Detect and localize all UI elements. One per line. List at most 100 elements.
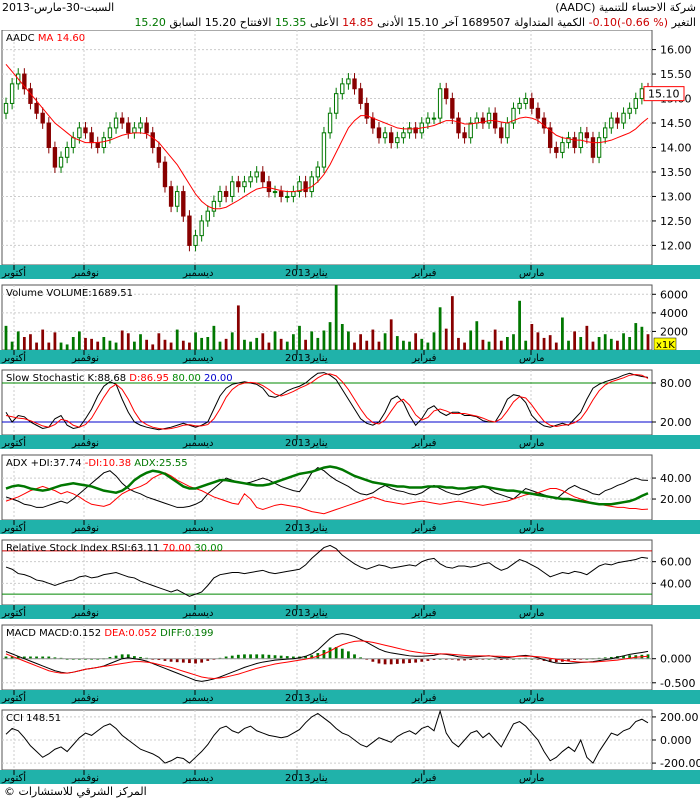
volume-bar xyxy=(646,334,650,350)
legend-entry: DIFF:0.199 xyxy=(160,628,213,639)
candle-body xyxy=(382,132,388,139)
candle-body xyxy=(199,220,204,237)
macd-hist-bar xyxy=(554,658,558,663)
candle-body xyxy=(389,132,394,144)
candle-body xyxy=(529,98,535,109)
last-value: 15.10 xyxy=(407,16,439,29)
candle-body xyxy=(407,127,412,134)
panel-title-name: CCI xyxy=(6,713,26,724)
macd-hist-bar xyxy=(548,658,552,662)
candle-body xyxy=(560,142,565,153)
candle-body xyxy=(376,127,382,139)
x-tick-label: ديسمبر xyxy=(182,693,213,704)
panel-relative-stock-index: 60.00 40.00 Relative Stock Index RSI:63.11… xyxy=(0,539,700,619)
volume-bar xyxy=(16,331,20,350)
panel-title: MACD MACD:0.152 DEA:0.052 DIFF:0.199 xyxy=(6,628,214,639)
x-axis-strip xyxy=(0,770,700,784)
candle-body xyxy=(217,191,223,202)
volume-bar xyxy=(567,340,570,350)
low-label: الأدنى xyxy=(377,16,404,29)
x-tick-label: نوفمبر xyxy=(71,268,99,279)
x-tick-label: مارس xyxy=(519,438,544,449)
x-axis-strip xyxy=(0,605,700,619)
candle-body xyxy=(22,73,27,90)
candle-body xyxy=(572,137,577,149)
candle-body xyxy=(609,117,614,129)
x-tick-label: نوفمبر xyxy=(71,438,99,449)
volume-bar xyxy=(481,339,485,350)
volume-bar xyxy=(518,300,521,350)
x-tick-label: ديسمبر xyxy=(182,608,213,619)
legend-entry: -DI:10.38 xyxy=(85,458,134,469)
macd-hist-bar xyxy=(267,654,271,659)
last-price-label: 15.10 xyxy=(648,88,680,101)
candle-body xyxy=(132,127,137,134)
y-tick-label: 0.000 xyxy=(660,734,692,747)
volume-bar xyxy=(59,342,63,350)
y-tick-label: 2000 xyxy=(660,325,688,338)
macd-hist-bar xyxy=(206,658,210,661)
volume-bar xyxy=(279,338,283,350)
candle-body xyxy=(126,122,131,134)
volume-bar xyxy=(157,333,161,350)
volume-bar xyxy=(512,334,515,350)
candle-body xyxy=(187,215,192,246)
panel-title: Relative Stock Index RSI:63.11 70.00 30.… xyxy=(6,543,223,554)
volume-bar xyxy=(542,337,546,350)
candle-body xyxy=(46,122,51,149)
volume-bar xyxy=(261,333,265,350)
macd-hist-bar xyxy=(310,655,314,659)
candle-body xyxy=(462,132,467,139)
volume-bar xyxy=(524,340,528,350)
volume-bar xyxy=(554,342,558,350)
macd-hist-bar xyxy=(426,658,430,661)
candle-body xyxy=(621,112,626,124)
volume-bar xyxy=(328,322,332,350)
candle-body xyxy=(64,147,70,158)
macd-hist-bar xyxy=(243,654,246,659)
y-tick-label: 12.50 xyxy=(660,215,692,228)
candle-body xyxy=(639,88,645,100)
volume-bar xyxy=(499,340,503,350)
volume-bar xyxy=(206,337,210,350)
x-tick-label: فبراير xyxy=(411,268,437,279)
y-tick-label: 80.00 xyxy=(660,377,692,390)
panel-title-name: MACD xyxy=(6,628,39,639)
panel-adx: 40.00 20.00 ADX +DI:37.74 -DI:10.38 ADX:25… xyxy=(0,454,700,534)
ma-line xyxy=(5,63,649,210)
prev-value: 15.20 xyxy=(134,16,166,29)
volume-bar xyxy=(420,338,424,350)
candle-body xyxy=(486,112,492,124)
candle-body xyxy=(615,117,620,124)
macd-hist-bar xyxy=(457,658,460,661)
candle-body xyxy=(162,161,168,188)
candle-body xyxy=(596,137,602,158)
macd-hist-bar xyxy=(383,658,387,665)
company-symbol: (AADC) xyxy=(555,1,596,14)
x-tick-label: أكتوبر xyxy=(1,771,26,784)
volume-bar xyxy=(218,341,222,350)
macd-hist-bar xyxy=(304,656,307,659)
volume-bar xyxy=(487,341,491,350)
company-name: شركة الاحساء للتنمية xyxy=(598,1,696,14)
macd-hist-bar xyxy=(359,657,363,659)
volume-bar xyxy=(579,337,583,350)
candle-body xyxy=(107,127,113,139)
panel-title: CCI 148.51 xyxy=(6,713,61,724)
x-tick-label: ديسمبر xyxy=(182,438,213,449)
macd-hist-bar xyxy=(340,648,344,659)
legend-entry: VOLUME:1689.51 xyxy=(46,288,133,299)
x-tick-label: فبراير xyxy=(411,438,437,449)
x-tick-label: يناير2013 xyxy=(285,773,328,784)
volume-bar xyxy=(298,325,301,350)
candle-body xyxy=(340,83,345,95)
volume-bar xyxy=(175,329,179,350)
candle-body xyxy=(119,117,125,124)
macd-hist-bar xyxy=(194,658,197,664)
candle-body xyxy=(89,132,94,144)
volume-bar xyxy=(622,333,625,350)
volume-bar xyxy=(389,319,393,350)
volume-bar xyxy=(316,337,320,350)
open-value: 15.20 xyxy=(204,16,237,29)
candle-body xyxy=(230,181,235,197)
